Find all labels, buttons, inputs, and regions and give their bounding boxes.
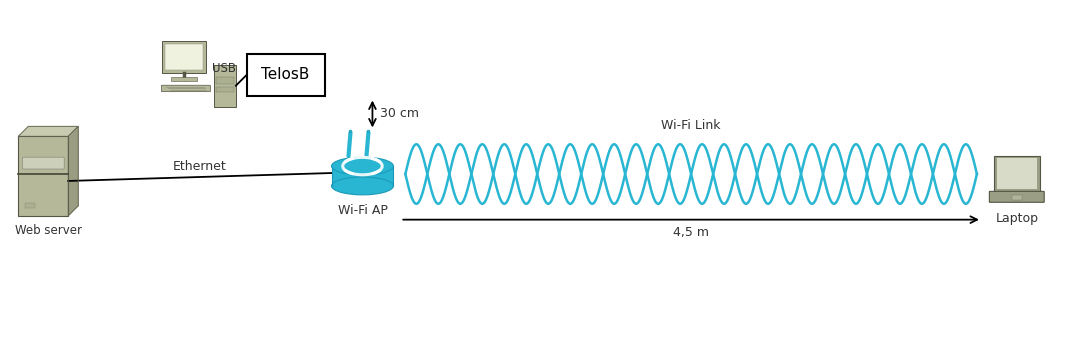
Bar (171, 77, 197, 81)
Bar (997, 158, 1037, 189)
Text: Laptop: Laptop (996, 212, 1038, 225)
Bar (247, 54, 325, 96)
Bar (18, 136, 68, 216)
FancyBboxPatch shape (989, 191, 1045, 202)
Polygon shape (18, 126, 78, 136)
Ellipse shape (332, 177, 393, 195)
Text: 30 cm: 30 cm (380, 107, 420, 120)
Bar (1012, 195, 1022, 200)
Bar (332, 166, 393, 186)
Polygon shape (68, 126, 78, 216)
Text: Wi-Fi Link: Wi-Fi Link (661, 119, 721, 132)
Bar (994, 156, 1040, 192)
Bar (25, 203, 35, 208)
Text: Ethernet: Ethernet (173, 160, 227, 173)
Text: Wi-Fi AP: Wi-Fi AP (338, 204, 387, 217)
Text: USB: USB (212, 62, 236, 75)
Bar (162, 41, 205, 73)
Text: 4,5 m: 4,5 m (673, 226, 709, 239)
Ellipse shape (349, 130, 352, 133)
Bar (214, 65, 236, 107)
Bar (165, 44, 203, 70)
Text: Web server: Web server (15, 224, 83, 237)
FancyBboxPatch shape (162, 85, 211, 92)
FancyBboxPatch shape (23, 157, 64, 169)
Ellipse shape (332, 157, 393, 175)
Bar (216, 77, 234, 84)
Ellipse shape (367, 130, 370, 133)
Bar (216, 87, 234, 92)
Text: TelosB: TelosB (262, 67, 310, 82)
